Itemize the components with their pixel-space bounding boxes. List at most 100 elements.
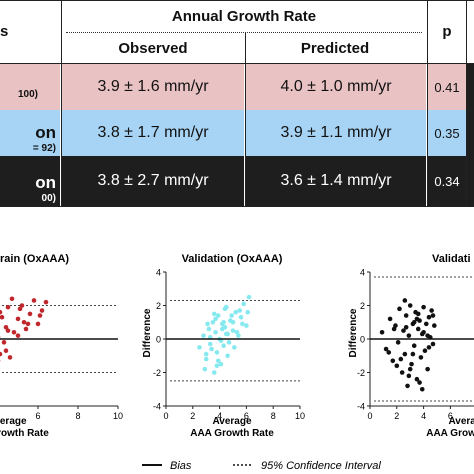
plot1-data-point [3,348,9,354]
plot3-data-point [432,323,437,328]
plot1-data-point [15,316,21,322]
plot3-data-point [421,330,426,335]
plot3-data-point [430,341,436,347]
row2-observed: 3.8 ± 1.7 mm/yr [62,110,244,156]
plot3-data-point [406,333,412,338]
plot3-data-point [395,340,401,345]
plot1-data-point [0,351,3,357]
plot1-data-point [27,311,33,317]
plot2-data-point [202,366,208,372]
plot2-data-point [237,308,242,313]
plot3-data-point [407,303,413,308]
plot3-title: Validati [432,253,471,265]
plot2-x-tick-label: 6 [244,411,249,421]
plot2-data-point [234,330,240,335]
plot3-x-tick-label: 0 [367,411,372,421]
plot3-data-point [402,298,408,303]
plot3-y-tick-label: 0 [360,335,365,345]
header-p: p [442,23,452,40]
row3-p: 0.34 [428,156,466,206]
plot2-x-tick-label: 2 [190,411,195,421]
plot2-data-point [214,363,220,369]
plot2-y-tick-label: -4 [153,402,161,412]
plot2-data-point [238,314,244,320]
plot3-data-point [399,370,405,375]
plot1-data-point [0,314,5,320]
row1-p: 0.41 [428,64,466,110]
plot2-data-point [201,333,206,338]
plot3-data-point [379,330,385,335]
plot3-data-point [418,355,424,360]
plot2-y-tick-label: 4 [156,268,161,278]
growth-rate-table: s Annual Growth Rate Observed Predicted … [0,0,474,210]
plot2-data-point [213,330,218,335]
header-predicted: Predicted [300,39,370,57]
plot2-x-tick-label: 0 [163,411,168,421]
row1-label-bg: 100) [0,64,60,110]
plot1-data-point [3,324,9,330]
plot1-data-point [37,313,43,318]
plot2-data-point [246,294,252,300]
plot1-data-point [31,298,37,303]
plot2-data-point [233,309,238,315]
col-divider-1 [61,0,62,206]
plot2-x-tick-label: 8 [271,411,276,421]
plot1-data-point [9,296,15,302]
plot2-data-point [215,313,221,318]
plot1-x-tick-label: 8 [75,411,80,421]
plot3-data-point [410,351,416,357]
plot2-data-point [207,341,213,347]
legend-bias-label: Bias [170,460,192,472]
plot3-data-point [387,316,393,322]
row3-predicted: 3.6 ± 1.4 mm/yr [246,156,426,206]
plot2-x-label-1: Average [212,416,252,427]
plot3-data-point [414,376,420,382]
plot3-x-tick-label: 4 [421,411,426,421]
plot3-data-point [415,311,421,317]
plot1-data-point [1,340,7,345]
plot1-data-point [21,319,27,325]
plot3-y-tick-label: 4 [360,268,365,278]
plot2-data-point [203,356,209,362]
row3-label: on 00) [0,156,60,206]
plot3-data-point [406,373,412,379]
plot3-data-point [386,350,392,355]
plot3-data-point [411,319,417,325]
plot2-y-tick-label: 2 [156,301,161,311]
plot3-data-point [421,304,426,310]
plot3-data-point [425,366,430,372]
row2-predicted: 3.9 ± 1.1 mm/yr [246,110,426,156]
plot3-y-tick-label: -4 [357,402,365,412]
plot1-data-point [15,333,21,338]
plot1-data-point [39,308,45,313]
plot2-data-point [226,340,232,345]
plot3-data-point [426,314,432,320]
plot1-x-tick-label: 10 [113,411,123,421]
plot2-data-point [229,313,234,318]
table-top-border [0,0,474,1]
plot2-data-point [222,324,228,330]
row3-sublabel: 00) [41,193,56,204]
plot2-data-point [225,331,230,337]
plot1-data-point [5,304,11,310]
plot2-y-tick-label: 0 [156,335,161,345]
plot2-data-point [245,309,251,315]
legend-svg: Bias 95% Confidence Interval [142,460,381,472]
plot3-x-tick-label: 6 [448,411,453,421]
plot3-x-label-2: AAA Growth Rate [426,428,474,439]
plot3-data-point [391,326,397,332]
plot3-data-point [397,306,402,312]
plot3-data-point [422,348,428,354]
plot3-data-point [425,333,430,338]
plot1-data-point [0,309,3,315]
plot1-data-point [5,328,11,333]
plot3-data-point [414,316,420,322]
col-divider-2 [245,33,246,206]
plot2-data-point [206,326,212,332]
plot2-data-point [210,319,216,325]
plot1-x-label-1: Average [0,416,27,427]
col-divider-4 [466,0,467,206]
plot2-x-tick-label: 10 [295,411,305,421]
plot2-data-point [197,345,202,350]
